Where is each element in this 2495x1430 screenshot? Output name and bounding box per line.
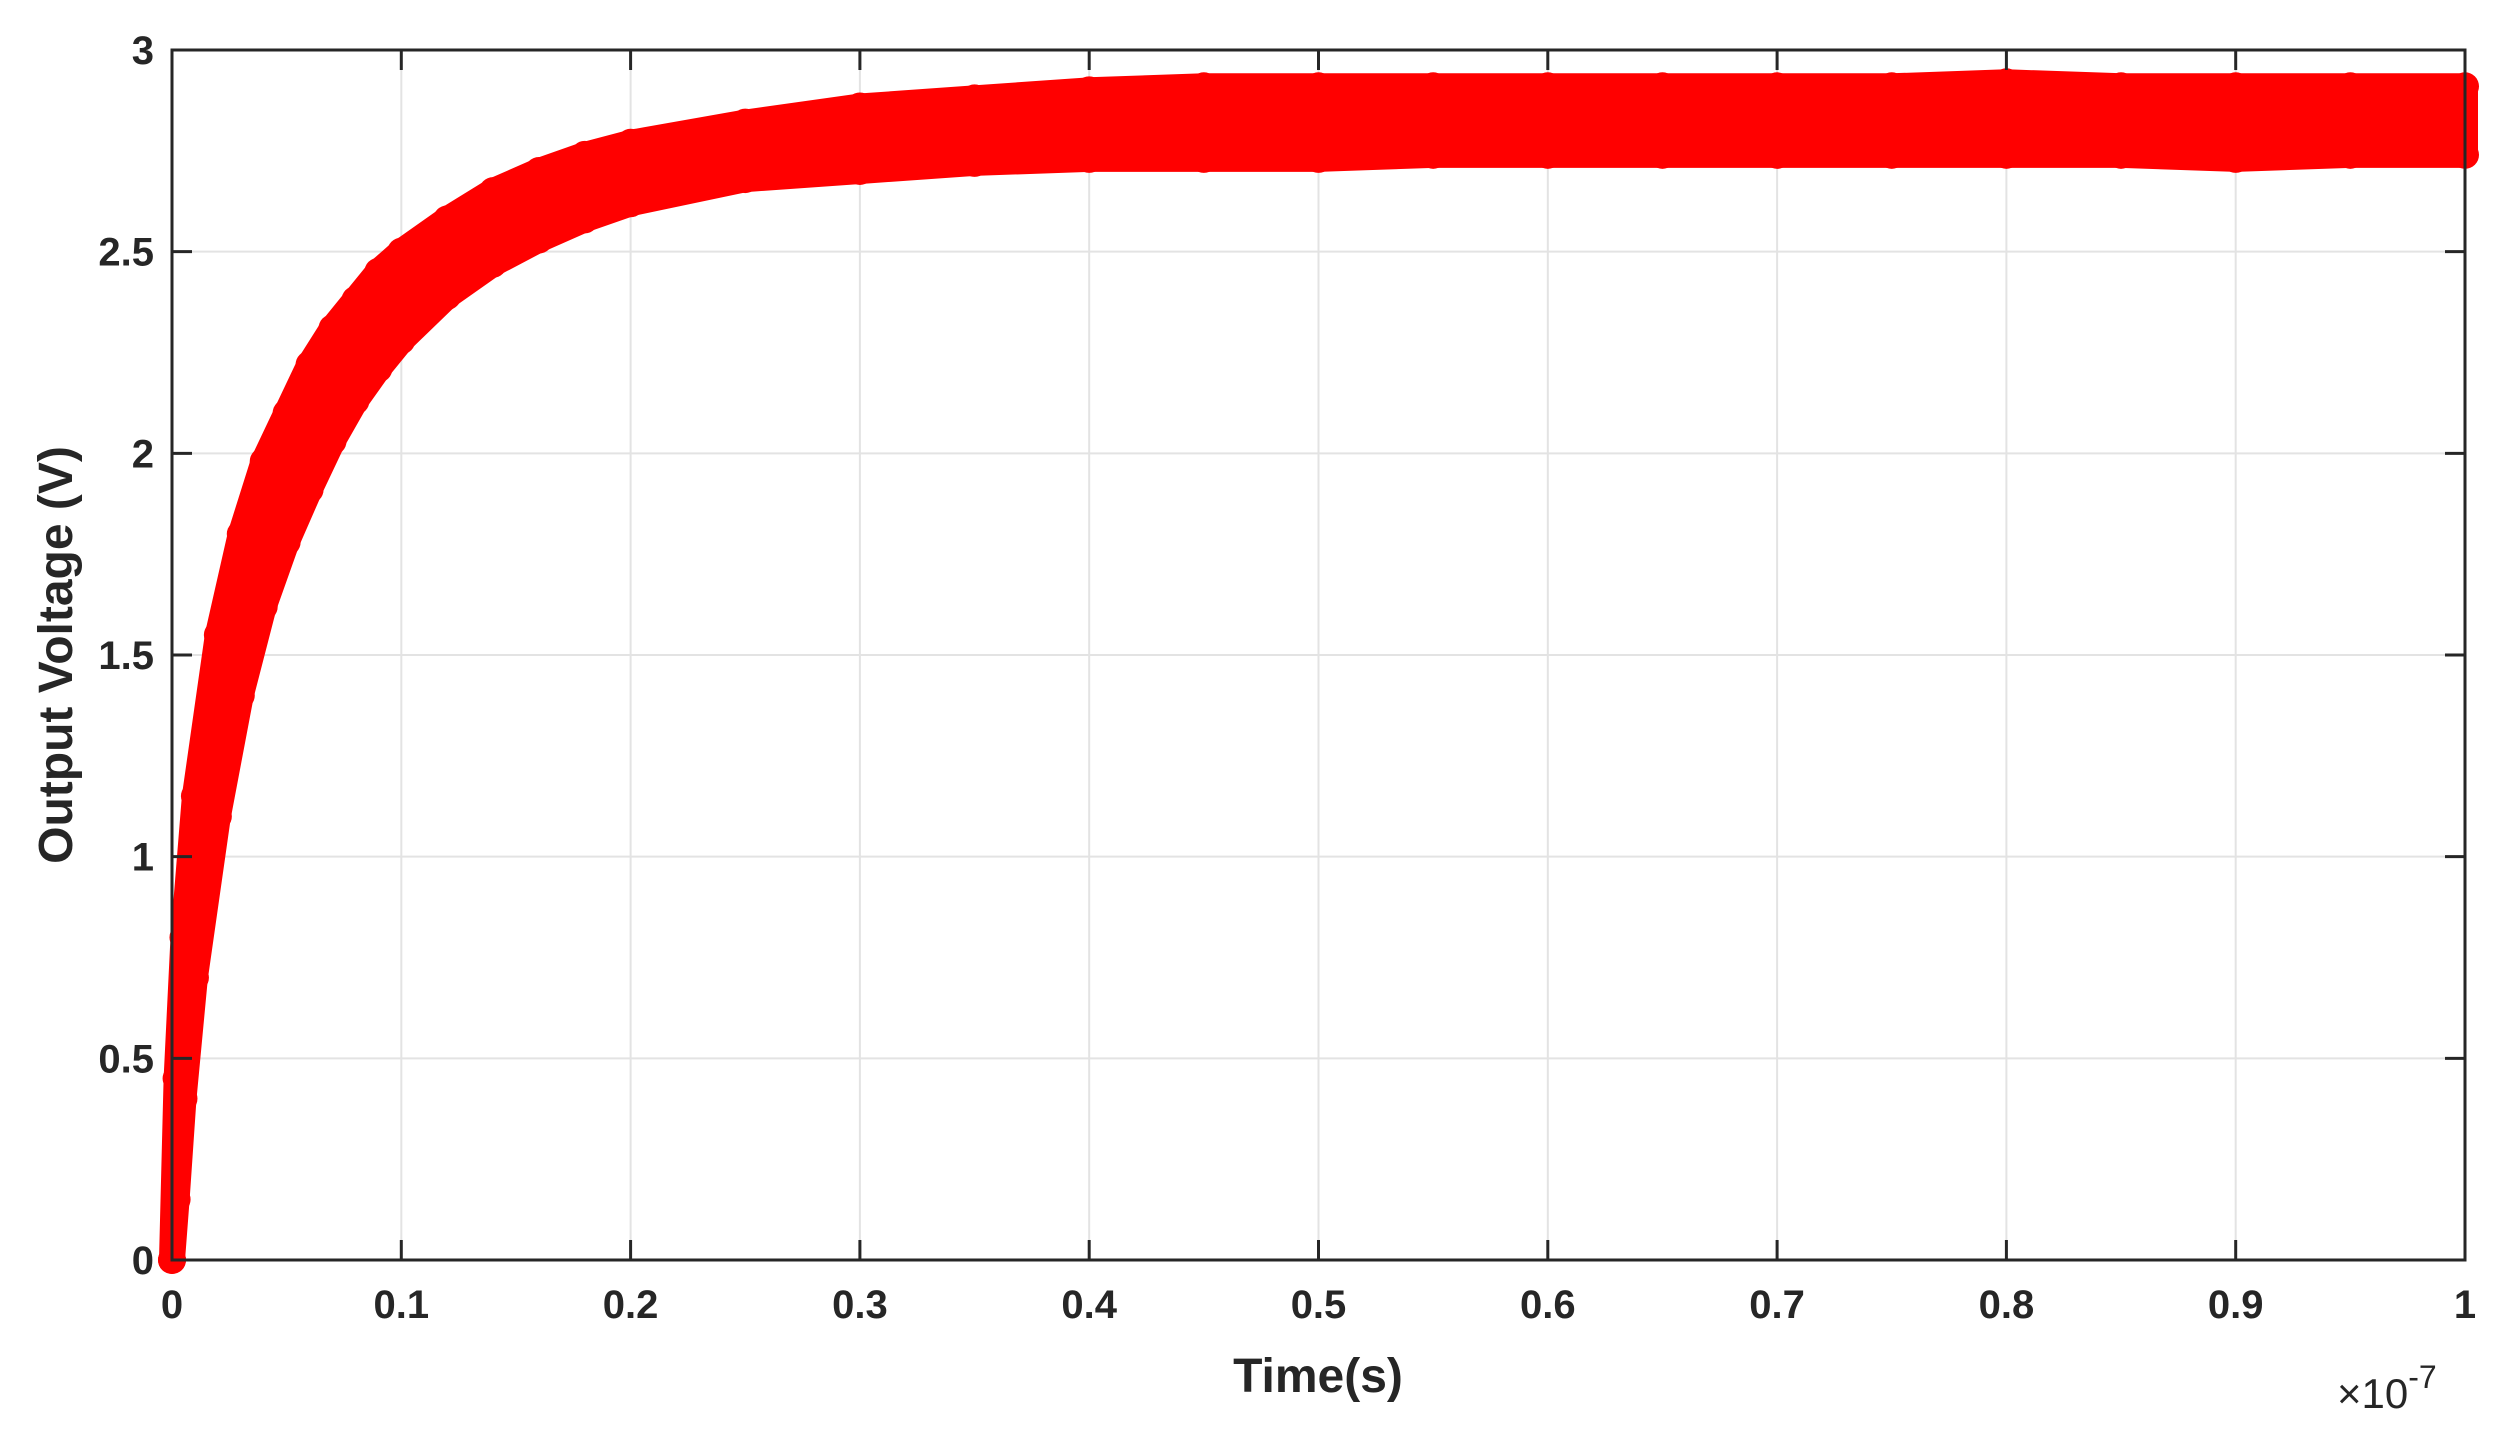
data-point-upper: [2221, 72, 2250, 101]
data-point-lower: [731, 165, 760, 194]
data-point-lower: [479, 249, 508, 278]
data-point-lower: [960, 148, 989, 177]
data-point-upper: [387, 237, 416, 266]
data-point-upper: [249, 447, 278, 476]
y-tick-label: 2.5: [98, 231, 154, 275]
data-point-lower: [2107, 140, 2136, 169]
y-axis-label: Output Voltage (V): [30, 446, 83, 864]
x-exponent-power: -7: [2408, 1359, 2436, 1395]
data-point-lower: [1075, 144, 1104, 173]
x-tick-label: 0.3: [832, 1283, 888, 1327]
data-point-lower: [318, 427, 347, 456]
data-point-upper: [1763, 72, 1792, 101]
y-tick-label: 2: [132, 432, 154, 476]
data-point-lower: [169, 1084, 198, 1113]
data-point-lower: [249, 592, 278, 621]
x-tick-label: 1: [2454, 1283, 2476, 1327]
data-point-upper: [960, 84, 989, 113]
data-point-lower: [2221, 144, 2250, 173]
x-tick-label: 0: [161, 1283, 183, 1327]
data-point-upper: [1419, 72, 1448, 101]
data-point-lower: [1877, 140, 1906, 169]
data-point-lower: [203, 802, 232, 831]
x-tick-label: 0.7: [1749, 1283, 1805, 1327]
data-point-lower: [272, 528, 301, 557]
data-point-lower: [1763, 140, 1792, 169]
data-point-upper: [479, 177, 508, 206]
data-point-lower: [524, 225, 553, 254]
data-point-upper: [272, 399, 301, 427]
data-point-lower: [226, 681, 255, 710]
data-point-lower: [1648, 140, 1677, 169]
data-point-lower: [1419, 140, 1448, 169]
data-point-upper: [1992, 68, 2021, 97]
data-point-upper: [433, 205, 462, 234]
x-tick-label: 0.6: [1520, 1283, 1576, 1327]
y-tick-label: 1: [132, 836, 154, 880]
data-point-lower: [1304, 144, 1333, 173]
data-point-lower: [616, 189, 645, 218]
data-point-lower: [387, 326, 416, 355]
y-tick-label: 1.5: [98, 634, 154, 678]
data-point-lower: [1533, 140, 1562, 169]
data-point-upper: [318, 314, 347, 343]
data-point-lower: [180, 963, 209, 992]
x-tick-label: 0.5: [1291, 1283, 1347, 1327]
data-point-upper: [226, 520, 255, 548]
x-exponent-base: ×10: [2337, 1370, 2408, 1417]
y-tick-label: 3: [132, 29, 154, 73]
data-point-upper: [1189, 72, 1218, 101]
data-point-lower: [433, 282, 462, 311]
x-tick-label: 0.2: [603, 1283, 659, 1327]
data-point-upper: [1533, 72, 1562, 101]
x-tick-label: 0.4: [1061, 1283, 1117, 1327]
data-point-upper: [1877, 72, 1906, 101]
data-point-lower: [341, 386, 370, 415]
x-tick-label: 0.1: [373, 1283, 429, 1327]
data-point-lower: [1992, 140, 2021, 169]
data-point-upper: [1304, 72, 1333, 101]
data-point-upper: [2336, 72, 2365, 101]
y-tick-label: 0.5: [98, 1037, 154, 1081]
data-point-lower: [295, 475, 324, 504]
data-point-upper: [169, 923, 198, 952]
data-point-upper: [2107, 72, 2136, 101]
tick-labels: 0 0.1 0.2 0.3 0.4 0.5 0.6 0.7 0.8 0.9 1 0 0.5 1 1.5 2 2.…: [98, 29, 2476, 1327]
x-axis-label: Time(s): [1233, 1350, 1403, 1403]
data-point-upper: [731, 108, 760, 137]
data-point-upper: [616, 128, 645, 157]
data-point-upper: [1075, 76, 1104, 105]
data-point-upper: [364, 257, 393, 286]
data-point-upper: [203, 620, 232, 649]
data-point-upper: [341, 286, 370, 315]
y-tick-label: 0: [132, 1239, 154, 1283]
ticks: [170, 48, 2467, 1262]
data-point-lower: [364, 354, 393, 383]
data-point-lower: [1189, 144, 1218, 173]
data-point-upper: [295, 350, 324, 379]
data-point-lower: [2336, 140, 2365, 169]
data-point-lower: [162, 1185, 191, 1214]
data-point-upper: [1648, 72, 1677, 101]
data-point-upper: [180, 782, 209, 811]
x-tick-label: 0.9: [2208, 1283, 2264, 1327]
data-point-upper: [524, 157, 553, 185]
data-point-upper: [845, 92, 874, 121]
data-point-lower: [845, 157, 874, 185]
data-point-upper: [570, 140, 599, 169]
x-tick-label: 0.8: [1979, 1283, 2035, 1327]
x-exponent-label: ×10-7: [2337, 1359, 2437, 1417]
data-point-lower: [570, 205, 599, 234]
